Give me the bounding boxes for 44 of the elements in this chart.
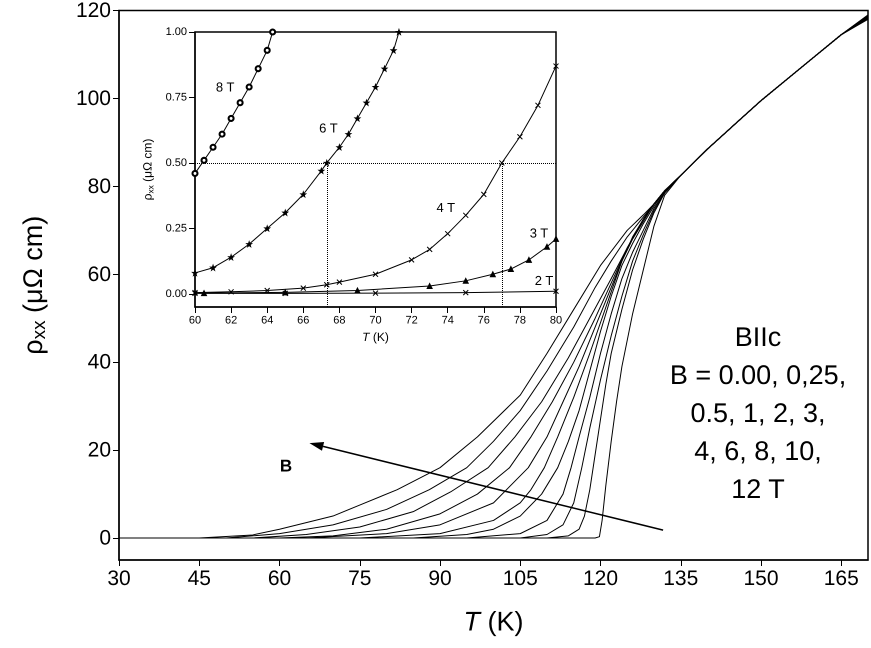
x-tick-label: 76 [478,314,490,326]
x-tick-label: 105 [502,567,538,590]
x-tick-label: 150 [743,567,779,590]
y-tick-label: 0.25 [166,222,187,234]
x-tick-label: 75 [348,567,372,590]
x-tick-label: 62 [224,314,238,326]
x-tick-label: 72 [405,314,418,326]
x-axis-title: T (K) [464,606,524,636]
y-tick-label: 100 [76,86,111,110]
annotation: BIIc B = 0.00, 0,25, 0.5, 1, 2, 3, 4, 6, 8, 10, 12 T [670,322,846,504]
y-tick-label: 0.75 [166,91,187,104]
x-tick-label: 30 [107,567,131,590]
x-tick-label: 135 [663,567,698,590]
series-label: 6 T [319,120,338,136]
x-tick-label: 120 [582,567,618,590]
x-tick-label: 45 [188,567,211,590]
x-tick-label: 90 [428,567,452,590]
y-tick-label: 40 [88,350,111,374]
y-tick-label: 120 [76,0,111,22]
y-tick-label: 0.00 [166,288,187,300]
x-tick-label: 74 [442,314,454,326]
x-tick-label: 66 [297,314,310,326]
y-tick-label: 60 [88,262,111,286]
x-tick-label: 165 [824,567,859,590]
x-tick-label: 60 [268,567,292,590]
x-tick-label: 70 [369,314,382,326]
x-tick-label: 80 [550,314,562,326]
y-tick-label: 0.50 [166,156,187,169]
x-tick-label: 64 [261,314,274,326]
x-axis-title: T (K) [362,330,389,344]
series-label: 2 T [534,272,554,288]
series-label: 3 T [530,225,548,240]
y-tick-label: 20 [88,438,111,462]
y-tick-label: 1.00 [166,26,187,38]
x-tick-label: 60 [188,314,202,326]
y-tick-label: 0 [99,526,111,550]
y-axis-title: ρxx (μΩ cm) [140,138,156,200]
series-label: 8 T [216,80,234,94]
series-label: 4 T [436,200,456,215]
y-axis-title: ρxx (μΩ cm) [18,216,50,355]
x-tick-label: 78 [514,314,526,326]
annotation: B [280,456,292,476]
x-tick-label: 68 [333,314,346,326]
y-tick-label: 80 [88,174,111,198]
